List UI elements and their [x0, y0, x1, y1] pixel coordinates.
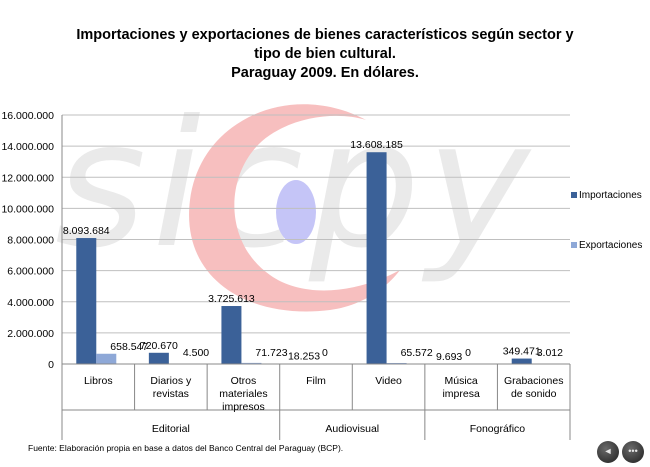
- group-label: Audiovisual: [325, 423, 379, 435]
- data-label-importaciones: 349.471: [503, 346, 541, 358]
- more-dots-icon: •••: [628, 446, 638, 456]
- bar-importaciones: [511, 358, 532, 364]
- data-label-exportaciones: 3.012: [537, 347, 563, 359]
- x-tick-label: impresa: [442, 388, 480, 400]
- bar-exportaciones: [386, 362, 407, 364]
- data-label-importaciones: 13.608.185: [350, 139, 403, 151]
- bar-importaciones: [366, 152, 387, 364]
- x-tick-label: Grabaciones: [504, 375, 564, 387]
- group-label: Editorial: [152, 423, 190, 435]
- x-tick-label: revistas: [153, 388, 189, 400]
- menu-button[interactable]: •••: [622, 441, 644, 463]
- bar-importaciones: [148, 352, 169, 364]
- watermark-logo: sicpy: [55, 84, 530, 312]
- data-label-exportaciones: 0: [322, 347, 328, 359]
- y-tick-label: 8.000.000: [7, 235, 54, 247]
- y-tick-label: 0: [48, 359, 54, 371]
- y-tick-label: 12.000.000: [1, 172, 54, 184]
- data-label-exportaciones: 71.723: [255, 347, 287, 359]
- data-label-importaciones: 9.693: [436, 351, 462, 363]
- x-tick-label: Libros: [84, 375, 113, 387]
- chart-title: Importaciones y exportaciones de bienes …: [60, 26, 590, 83]
- bar-exportaciones: [241, 362, 262, 364]
- bar-importaciones: [76, 238, 97, 364]
- title-line-3: Paraguay 2009. En dólares.: [231, 65, 419, 81]
- data-label-importaciones: 3.725.613: [208, 293, 255, 305]
- y-tick-label: 16.000.000: [1, 110, 54, 122]
- back-arrow-icon: ◄: [603, 446, 613, 456]
- x-tick-label: materiales: [219, 388, 267, 400]
- group-label: Fonográfico: [470, 423, 526, 435]
- x-tick-label: Video: [375, 375, 402, 387]
- y-tick-label: 6.000.000: [7, 266, 54, 278]
- bar-importaciones: [221, 306, 242, 364]
- data-label-exportaciones: 0: [465, 347, 471, 359]
- data-label-importaciones: 18.253: [288, 351, 320, 363]
- x-tick-label: Diarios y: [150, 375, 192, 387]
- x-tick-label: Film: [306, 375, 326, 387]
- legend-label-importaciones: Importaciones: [579, 190, 642, 201]
- x-tick-label: de sonido: [511, 388, 557, 400]
- prev-slide-button[interactable]: ◄: [597, 441, 619, 463]
- title-line-2: tipo de bien cultural.: [254, 46, 396, 62]
- data-label-exportaciones: 4.500: [183, 347, 209, 359]
- data-label-exportaciones: 65.572: [401, 347, 433, 359]
- source-note: Fuente: Elaboración propia en base a dat…: [28, 443, 344, 453]
- legend-swatch-exportaciones: [571, 242, 577, 248]
- title-line-1: Importaciones y exportaciones de bienes …: [76, 27, 574, 43]
- y-tick-label: 2.000.000: [7, 328, 54, 340]
- watermark-dot: [276, 180, 316, 244]
- y-tick-label: 10.000.000: [1, 203, 54, 215]
- x-tick-label: impresos: [222, 401, 265, 413]
- watermark-swoosh: [189, 104, 400, 312]
- legend-swatch-importaciones: [571, 192, 577, 198]
- data-label-importaciones: 8.093.684: [63, 225, 110, 237]
- bar-exportaciones: [96, 353, 117, 364]
- x-tick-label: Música: [445, 375, 478, 387]
- legend-label-exportaciones: Exportaciones: [579, 240, 642, 251]
- y-tick-label: 4.000.000: [7, 297, 54, 309]
- x-tick-label: Otros: [231, 375, 257, 387]
- y-tick-label: 14.000.000: [1, 141, 54, 153]
- data-label-importaciones: 720.670: [140, 340, 178, 352]
- data-label-exportaciones: 658.547: [110, 341, 148, 353]
